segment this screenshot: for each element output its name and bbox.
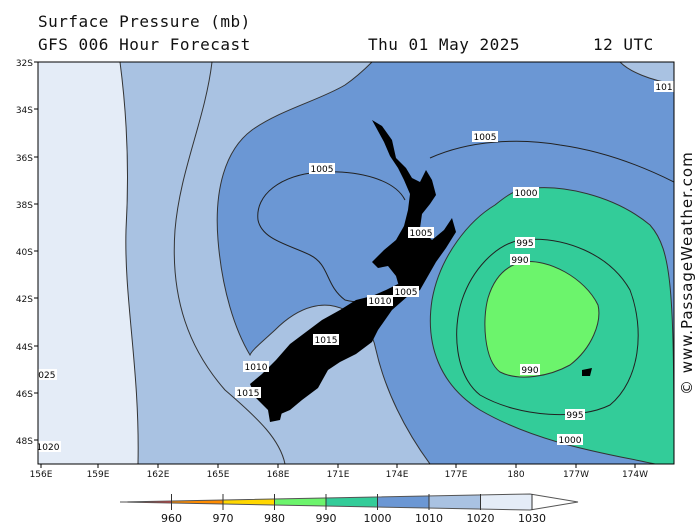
- isobar-label-bg: [654, 81, 674, 92]
- legend-swatch: [274, 494, 327, 510]
- lat-label: 38S: [16, 201, 33, 211]
- isobar-label: 1000: [559, 436, 582, 446]
- lat-label: 48S: [16, 437, 33, 447]
- isobar-label: 1025: [33, 371, 56, 381]
- forecast-date: Thu 01 May 2025: [368, 35, 520, 54]
- legend-label: 1030: [518, 512, 546, 525]
- isobar-label-bg: [243, 361, 269, 372]
- lat-label: 40S: [16, 248, 33, 258]
- isobar-label-bg: [513, 187, 539, 198]
- isobar-label: 1005: [395, 288, 418, 298]
- isobar-label: 1005: [410, 229, 433, 239]
- isobar-label-bg: [235, 387, 261, 398]
- lat-label: 36S: [16, 154, 33, 164]
- band-1020-1030: [38, 62, 139, 464]
- lon-label: 162E: [147, 470, 170, 480]
- isobar-label-bg: [393, 286, 419, 297]
- lon-label: 177E: [445, 470, 468, 480]
- isobar-label-bg: [520, 364, 540, 375]
- isobar-label: 995: [566, 411, 583, 421]
- legend-swatch: [171, 494, 224, 510]
- lon-label: 165E: [207, 470, 230, 480]
- lat-label: 34S: [16, 106, 33, 116]
- south-island: [250, 284, 408, 416]
- band-980-990: [484, 261, 600, 378]
- legend-label: 1020: [467, 512, 495, 525]
- isobar-label-bg: [510, 254, 530, 265]
- isobar-label: 1010: [369, 297, 392, 307]
- isobar-1005-east: [429, 140, 674, 183]
- chatham-islands: [582, 368, 592, 376]
- isobar-label: 990: [521, 366, 538, 376]
- lon-label: 177W: [563, 470, 589, 480]
- map-frame: [37, 61, 675, 465]
- stewart-island: [268, 410, 282, 422]
- legend-swatch: [480, 494, 533, 510]
- isobar-label: 1015: [315, 336, 338, 346]
- legend-label: 990: [316, 512, 337, 525]
- north-island: [372, 120, 456, 296]
- legend-label: 970: [213, 512, 234, 525]
- isobar-label-bg: [38, 369, 57, 380]
- legend-label: 980: [264, 512, 285, 525]
- isobar-label-bg: [557, 434, 583, 445]
- lon-label: 180: [507, 470, 524, 480]
- lon-label: 174E: [386, 470, 409, 480]
- isobar-label: 1005: [311, 165, 334, 175]
- lon-label: 156E: [30, 470, 53, 480]
- lat-label: 32S: [16, 59, 33, 69]
- isobar-label-bg: [515, 237, 535, 248]
- legend-label: 1010: [415, 512, 443, 525]
- isobar-label: 1005: [474, 133, 497, 143]
- isobar-label: 1020: [37, 443, 60, 453]
- isobar-labels: 1005 1005 1005 1005 1000 995 990 990 995 1000 1010…: [33, 81, 674, 453]
- map-area: 1005 1005 1005 1005 1000 995 990 990 995 1000 1010…: [33, 62, 674, 464]
- lon-label: 171E: [327, 470, 350, 480]
- forecast-time: 12 UTC: [593, 35, 654, 54]
- isobar-label: 1010: [245, 363, 268, 373]
- legend-swatch: [377, 494, 430, 510]
- lon-label: 174W: [622, 470, 648, 480]
- band-ne-1010: [619, 62, 674, 85]
- isobar-label: 990: [511, 256, 528, 266]
- isobar-label: 101: [655, 83, 672, 93]
- isobar-1005-west: [257, 171, 406, 303]
- isobar-label-bg: [309, 163, 335, 174]
- lat-label: 46S: [16, 390, 33, 400]
- lat-label: 42S: [16, 295, 33, 305]
- isobar-label: 995: [516, 239, 533, 249]
- isobar-1015: [173, 62, 286, 464]
- isobar-label: 1000: [515, 189, 538, 199]
- legend-swatch: [326, 494, 379, 510]
- longitude-axis: 156E 159E 162E 165E 168E 171E 174E 177E 180 177W 1…: [30, 464, 648, 480]
- isobar-label-bg: [38, 441, 61, 452]
- legend-swatch: [429, 494, 482, 510]
- lat-label: 44S: [16, 343, 33, 353]
- isobar-label-bg: [472, 131, 498, 142]
- lon-label: 159E: [87, 470, 110, 480]
- latitude-axis: 32S 34S 36S 38S 40S 42S 44S 46S 48S: [16, 59, 38, 447]
- isobar-label: 1015: [237, 389, 260, 399]
- pressure-legend: 960 970 980 990 1000 1010 1020 1030: [119, 493, 579, 525]
- isobar-label-bg: [408, 227, 434, 238]
- forecast-model: GFS 006 Hour Forecast: [38, 35, 251, 54]
- legend-label: 960: [161, 512, 182, 525]
- isobar-label-bg: [565, 409, 585, 420]
- legend-swatch: [223, 494, 276, 510]
- legend-label: 1000: [364, 512, 392, 525]
- lon-label: 168E: [267, 470, 290, 480]
- map-title: Surface Pressure (mb): [38, 12, 251, 31]
- isobar-label-bg: [367, 295, 393, 306]
- isobar-label-bg: [313, 334, 339, 345]
- legend-swatch: [532, 494, 578, 510]
